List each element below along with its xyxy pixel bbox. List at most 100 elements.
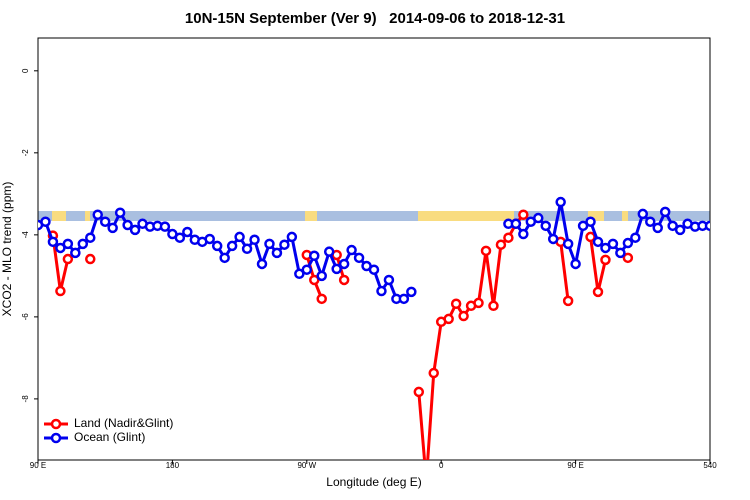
- data-point: [122, 219, 133, 231]
- data-point: [450, 298, 462, 309]
- data-point: [219, 252, 230, 264]
- chart-title: 10N-15N September (Ver 9) 2014-09-06 to …: [185, 10, 565, 27]
- data-point: [637, 208, 649, 220]
- data-point: [92, 209, 103, 221]
- data-point: [241, 243, 253, 255]
- y-tick-label: -8: [21, 395, 30, 403]
- data-point: [174, 232, 186, 243]
- land-strip: [418, 211, 514, 221]
- series-line: [417, 213, 525, 460]
- data-point: [294, 268, 305, 280]
- data-point: [331, 263, 342, 275]
- plot-frame: [37, 37, 711, 461]
- data-point: [600, 254, 611, 266]
- data-point: [234, 231, 245, 243]
- data-point: [338, 274, 350, 286]
- data-point: [301, 264, 313, 275]
- ocean-strip: [38, 211, 710, 221]
- data-point: [256, 258, 268, 270]
- data-point: [85, 232, 96, 243]
- legend-label: Ocean (Glint): [74, 430, 145, 444]
- y-tick-label: -2: [21, 149, 30, 157]
- data-point: [182, 226, 193, 238]
- data-point: [659, 206, 671, 218]
- data-point: [264, 238, 275, 250]
- data-point: [406, 286, 417, 298]
- legend-marker: [50, 418, 62, 430]
- data-point: [495, 239, 507, 250]
- data-point: [211, 240, 223, 252]
- land-strip: [85, 211, 90, 221]
- y-tick-label: -4: [21, 231, 30, 239]
- data-point: [376, 285, 387, 297]
- data-point: [473, 297, 484, 309]
- data-point: [309, 274, 320, 286]
- y-axis-label: XCO2 - MLO trend (ppm): [0, 182, 14, 317]
- plot-area: [38, 196, 710, 460]
- data-point: [271, 247, 283, 259]
- land-strip: [622, 211, 628, 221]
- data-point: [622, 237, 634, 249]
- data-point: [562, 238, 574, 250]
- land-strip: [305, 211, 317, 221]
- legend-label: Land (Nadir&Glint): [74, 416, 173, 430]
- data-point: [652, 222, 663, 234]
- data-point: [503, 232, 514, 243]
- x-tick-label: 540: [703, 461, 717, 470]
- data-point: [114, 207, 126, 218]
- data-point: [55, 285, 66, 297]
- data-point: [316, 270, 327, 282]
- data-point: [592, 236, 604, 248]
- data-point: [510, 218, 522, 230]
- data-point: [428, 367, 439, 379]
- data-point: [316, 293, 327, 305]
- data-point: [383, 274, 395, 286]
- data-point: [338, 258, 350, 270]
- data-point: [585, 231, 596, 243]
- data-point: [346, 244, 357, 256]
- data-point: [607, 238, 619, 250]
- data-point: [249, 234, 260, 246]
- data-point: [413, 386, 425, 398]
- data-point: [77, 238, 89, 250]
- data-point: [674, 224, 686, 236]
- data-point: [70, 247, 81, 259]
- data-point: [562, 295, 574, 307]
- data-point: [518, 209, 529, 221]
- legend-marker: [50, 432, 62, 444]
- data-point: [279, 239, 290, 250]
- data-point: [159, 221, 171, 232]
- data-point: [85, 253, 96, 265]
- data-point: [129, 224, 141, 236]
- data-point: [458, 310, 469, 322]
- data-point: [204, 233, 215, 245]
- data-point: [107, 222, 118, 234]
- data-point: [704, 220, 710, 232]
- y-tick-label: -6: [21, 313, 30, 321]
- data-point: [443, 313, 454, 325]
- land-strip: [588, 211, 604, 221]
- map-strip: [38, 211, 710, 221]
- data-point: [309, 250, 320, 262]
- data-point: [488, 300, 499, 312]
- y-tick-label: 0: [21, 68, 30, 73]
- data-point: [540, 220, 551, 232]
- data-point: [398, 293, 410, 305]
- data-point: [555, 196, 566, 208]
- data-point: [480, 245, 492, 257]
- data-point: [286, 231, 298, 243]
- series-line: [559, 241, 570, 302]
- data-point: [55, 242, 66, 254]
- data-point: [547, 233, 559, 245]
- data-point: [570, 258, 581, 270]
- land-strip: [52, 211, 66, 221]
- data-point: [62, 238, 74, 250]
- data-point: [323, 246, 335, 257]
- data-point: [40, 216, 51, 227]
- data-point: [533, 212, 544, 224]
- data-point: [585, 216, 596, 227]
- x-tick-label: 90 E: [567, 461, 583, 470]
- data-point: [615, 247, 626, 259]
- data-point: [368, 264, 380, 275]
